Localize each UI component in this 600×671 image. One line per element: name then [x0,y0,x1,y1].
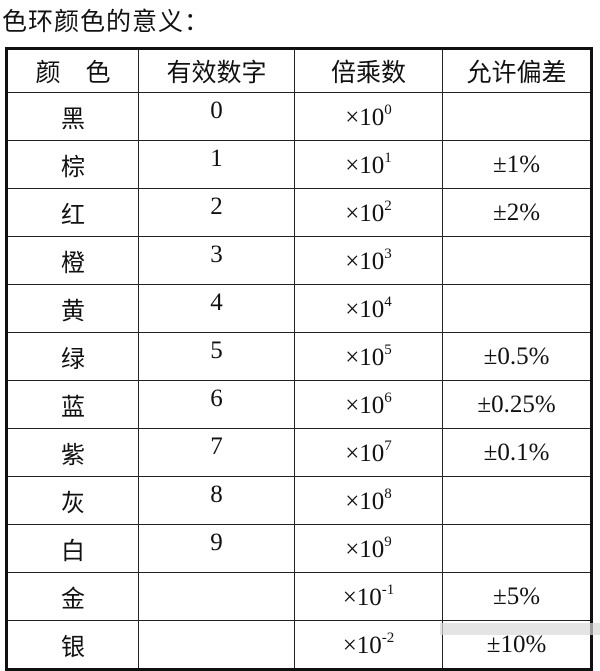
table-row: 棕 1 ×101 ±1% [6,140,592,189]
cell-digit: 8 [138,476,295,525]
color-code-table: 颜 色 有效数字 倍乘数 允许偏差 黑 0 ×100 棕 1 ×101 ±1% 红 2 ×102 ±… [5,47,593,671]
multiplier-exponent: 2 [384,197,392,214]
header-digit: 有效数字 [138,48,295,93]
table-row: 橙 3 ×103 [6,236,592,285]
cell-digit: 3 [138,236,295,285]
table-header-row: 颜 色 有效数字 倍乘数 允许偏差 [6,48,592,93]
cell-multiplier: ×106 [294,380,443,429]
cell-multiplier: ×107 [294,428,443,477]
cell-digit: 4 [138,284,295,333]
multiplier-base: ×10 [345,151,385,179]
multiplier-exponent: 6 [384,389,392,406]
cell-color: 银 [6,620,139,670]
table-row: 白 9 ×109 [6,524,592,573]
cell-color: 红 [6,188,139,237]
cell-color: 黄 [6,284,139,333]
cell-tolerance: ±2% [442,188,592,237]
multiplier-exponent: 1 [384,149,392,166]
cell-tolerance [442,236,592,285]
page-title: 色环颜色的意义： [2,7,211,36]
cell-digit: 5 [138,332,295,381]
cell-tolerance: ±0.25% [442,380,592,429]
cell-color: 黑 [6,92,139,141]
cell-multiplier: ×102 [294,188,443,237]
cell-digit: 7 [138,428,295,477]
cell-multiplier: ×10-1 [294,572,443,621]
cell-digit: 9 [138,524,295,573]
cell-digit: 6 [138,380,295,429]
cell-color: 橙 [6,236,139,285]
multiplier-exponent: 0 [384,101,392,118]
cell-color: 绿 [6,332,139,381]
table-row: 蓝 6 ×106 ±0.25% [6,380,592,429]
multiplier-base: ×10 [345,295,385,323]
cell-color: 棕 [6,140,139,189]
multiplier-exponent: -2 [381,629,395,646]
multiplier-base: ×10 [345,391,385,419]
multiplier-base: ×10 [345,103,385,131]
cell-tolerance [442,476,592,525]
multiplier-exponent: 5 [384,341,392,358]
multiplier-exponent: 9 [384,533,392,550]
cell-color: 蓝 [6,380,139,429]
header-tolerance: 允许偏差 [442,48,592,93]
cell-tolerance [442,284,592,333]
table-row: 灰 8 ×108 [6,476,592,525]
cell-multiplier: ×100 [294,92,443,141]
multiplier-base: ×10 [342,583,382,611]
cell-multiplier: ×103 [294,236,443,285]
cell-tolerance [442,524,592,573]
multiplier-base: ×10 [345,199,385,227]
cell-color: 白 [6,524,139,573]
table-row: 紫 7 ×107 ±0.1% [6,428,592,477]
cell-multiplier: ×109 [294,524,443,573]
multiplier-base: ×10 [345,343,385,371]
cell-color: 灰 [6,476,139,525]
multiplier-exponent: 3 [384,245,392,262]
header-color: 颜 色 [6,48,139,93]
multiplier-exponent: -1 [381,581,395,598]
cell-tolerance: ±0.1% [442,428,592,477]
multiplier-exponent: 8 [384,485,392,502]
cell-multiplier: ×105 [294,332,443,381]
cell-multiplier: ×10-2 [294,620,443,670]
multiplier-base: ×10 [345,439,385,467]
table-row: 黄 4 ×104 [6,284,592,333]
watermark [440,623,600,635]
cell-tolerance: ±0.5% [442,332,592,381]
cell-multiplier: ×101 [294,140,443,189]
cell-tolerance [442,92,592,141]
table-row: 绿 5 ×105 ±0.5% [6,332,592,381]
cell-multiplier: ×104 [294,284,443,333]
cell-multiplier: ×108 [294,476,443,525]
cell-color: 紫 [6,428,139,477]
table-row: 黑 0 ×100 [6,92,592,141]
cell-digit: 0 [138,92,295,141]
cell-tolerance: ±5% [442,572,592,621]
multiplier-base: ×10 [345,247,385,275]
cell-digit: 2 [138,188,295,237]
multiplier-exponent: 7 [384,437,392,454]
cell-digit [138,572,295,621]
cell-color: 金 [6,572,139,621]
multiplier-base: ×10 [342,631,382,659]
table-row: 金 ×10-1 ±5% [6,572,592,621]
multiplier-base: ×10 [345,487,385,515]
table-row: 红 2 ×102 ±2% [6,188,592,237]
multiplier-base: ×10 [345,535,385,563]
cell-digit: 1 [138,140,295,189]
multiplier-exponent: 4 [384,293,392,310]
header-multiplier: 倍乘数 [294,48,443,93]
cell-tolerance: ±1% [442,140,592,189]
cell-digit [138,620,295,670]
